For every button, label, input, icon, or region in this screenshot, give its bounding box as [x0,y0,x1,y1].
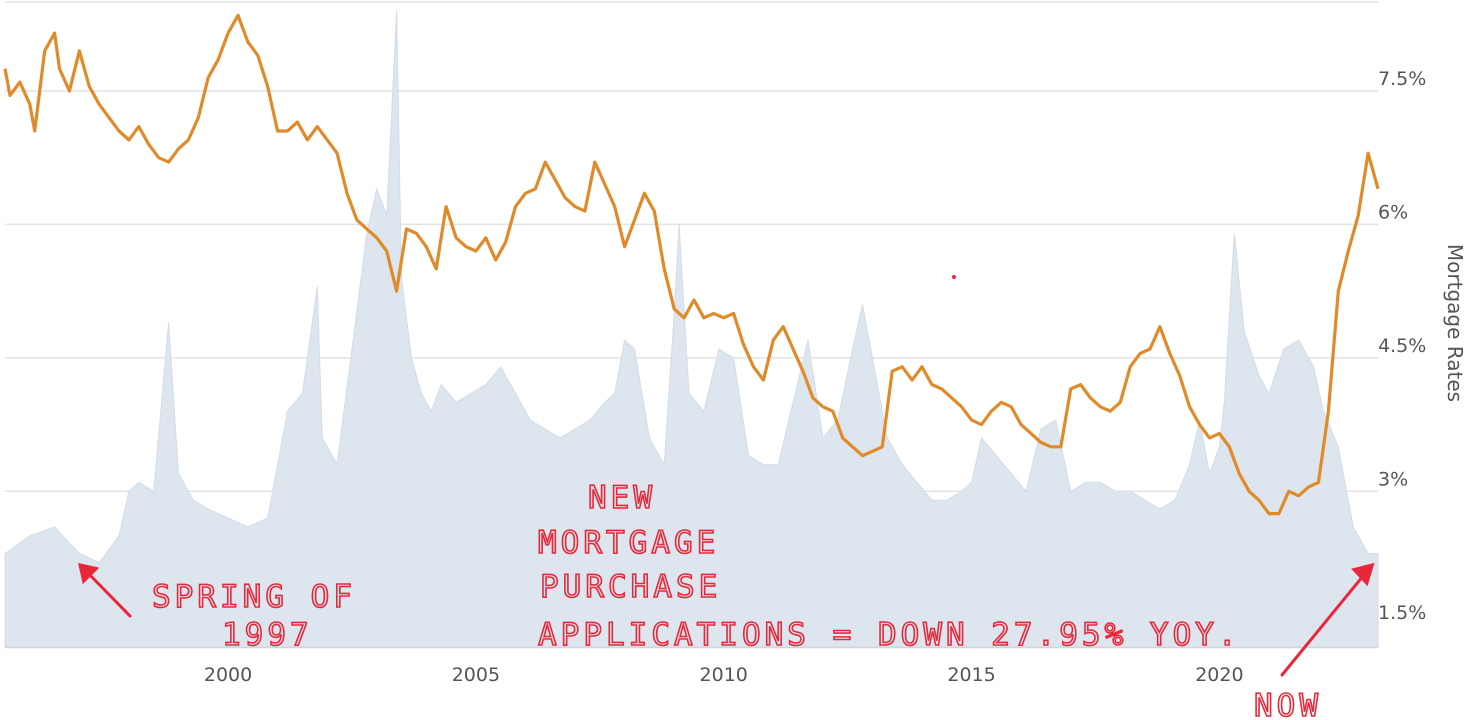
x-axis-ticks: 2000 2005 2010 2015 2020 [5,646,1378,686]
now-arrow-head [1351,562,1375,587]
spring-arrow-head [78,562,100,585]
y-tick-label: 7.5% [1378,68,1426,90]
applications-area [4,10,1379,648]
y-axis-ticks: 7.5% 6% 4.5% 3% 1.5% [1378,68,1426,624]
applications-note-line: MORTGAGE [538,525,719,561]
now-label: NOW [1254,688,1322,720]
x-tick-label: 2005 [452,664,500,686]
rate-line [3,13,1380,516]
y-tick-label: 6% [1378,201,1408,223]
y-tick-label: 4.5% [1378,335,1426,357]
x-tick-label: 2020 [1195,664,1243,686]
y-tick-label: 3% [1378,468,1408,490]
y-tick-label: 1.5% [1378,602,1426,624]
mortgage-rate-line [3,13,1380,516]
x-tick-label: 2010 [700,664,748,686]
now-arrow [1280,564,1373,677]
spring-year: 1997 [222,617,313,653]
applications-note-line: PURCHASE [540,569,721,605]
x-tick-label: 2000 [204,664,252,686]
spring-label: SPRING OF [152,579,356,615]
applications-note-line: APPLICATIONS = DOWN 27.95% YOY. [538,617,1241,653]
x-tick-label: 2015 [947,664,995,686]
purchase-applications-area [4,10,1379,648]
y-axis-title: Mortgage Rates [1443,244,1467,402]
applications-note-line: NEW [588,480,656,516]
stray-dot [952,275,956,279]
